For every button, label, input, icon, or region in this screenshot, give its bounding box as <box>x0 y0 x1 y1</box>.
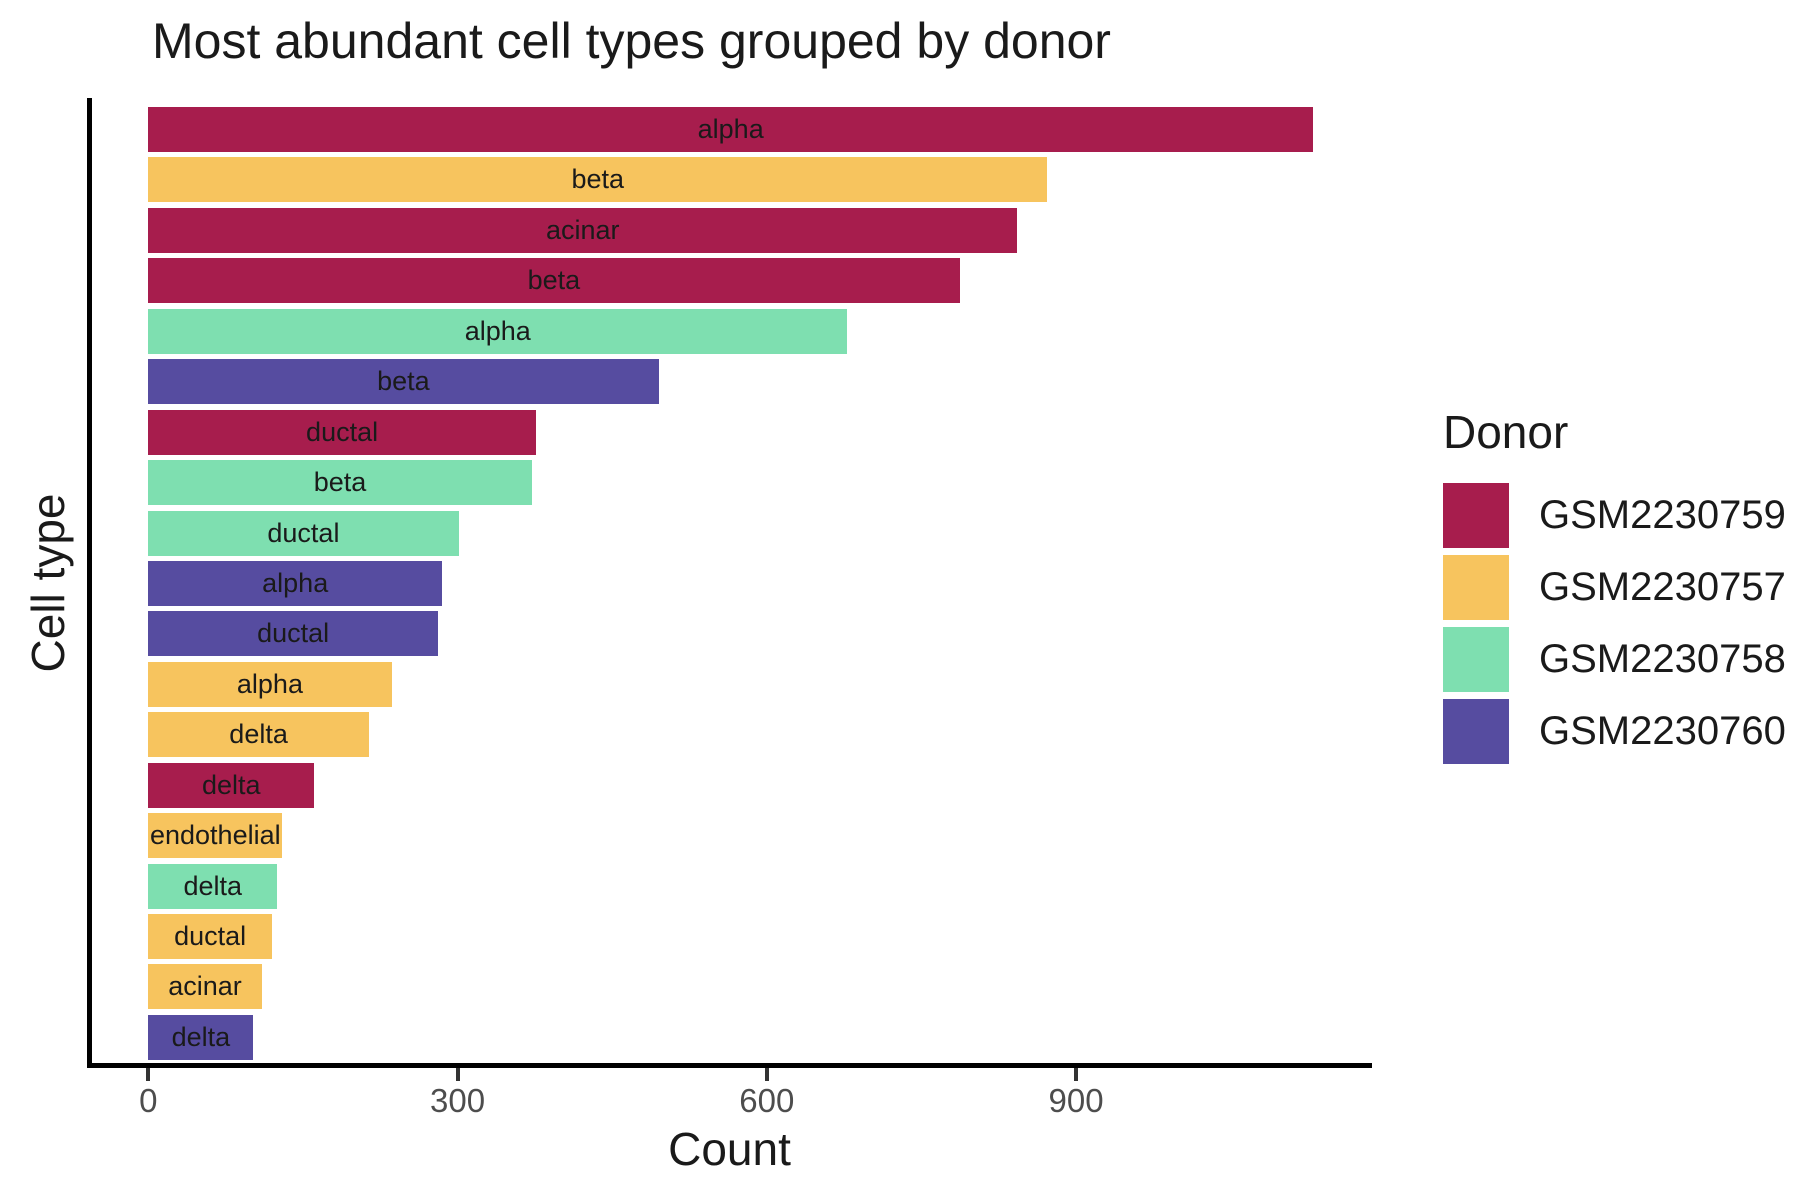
bar: alpha <box>148 107 1314 152</box>
legend-entry: GSM2230758 <box>1443 627 1786 692</box>
bar-label: endothelial <box>149 820 281 851</box>
bar-label: ductal <box>257 618 330 649</box>
x-axis-title: Count <box>668 1123 791 1175</box>
legend-entry: GSM2230760 <box>1443 699 1786 764</box>
legend-entry: GSM2230759 <box>1443 483 1786 548</box>
x-axis-tick <box>1074 1068 1079 1081</box>
bar-label: alpha <box>262 567 329 598</box>
y-axis-title: Cell type <box>22 493 74 673</box>
bar: endothelial <box>148 813 283 859</box>
bar-label: beta <box>571 164 624 195</box>
bar-label: delta <box>183 870 242 901</box>
x-axis-tick-label: 900 <box>1048 1082 1104 1119</box>
legend-swatch <box>1443 699 1509 764</box>
legend-swatch <box>1443 555 1509 620</box>
bar-label: ductal <box>174 921 247 952</box>
bar: delta <box>148 762 315 808</box>
bar: acinar <box>148 207 1018 253</box>
bar: alpha <box>148 560 443 606</box>
legend: Donor GSM2230759 GSM2230757 GSM2230758 GSM2… <box>1443 405 1786 764</box>
bar: ductal <box>148 409 536 455</box>
legend-entry-label: GSM2230757 <box>1539 565 1786 609</box>
x-axis-tick-label: 0 <box>139 1082 158 1119</box>
x-axis-tick-label: 300 <box>430 1082 486 1119</box>
bar: ductal <box>148 510 459 556</box>
bar: beta <box>148 460 532 506</box>
legend-entry: GSM2230757 <box>1443 555 1786 620</box>
legend-swatch <box>1443 627 1509 692</box>
legend-entry-label: GSM2230760 <box>1539 709 1786 753</box>
y-axis-line <box>87 98 92 1068</box>
legend-swatch <box>1443 483 1509 548</box>
bar: beta <box>148 157 1048 203</box>
bar: delta <box>148 712 369 758</box>
bar: alpha <box>148 308 848 354</box>
bar: acinar <box>148 964 262 1010</box>
bar: delta <box>148 1014 254 1060</box>
bar: ductal <box>148 611 438 657</box>
bar-label: ductal <box>267 517 340 548</box>
bar-label: delta <box>171 1021 231 1052</box>
bar: beta <box>148 258 960 304</box>
bar-label: delta <box>229 719 288 750</box>
legend-entries: GSM2230759 GSM2230757 GSM2230758 GSM2230760 <box>1443 483 1786 764</box>
bar-label: acinar <box>168 971 242 1002</box>
bar-label: acinar <box>546 214 620 245</box>
bar-label: alpha <box>697 114 764 144</box>
bar-label: beta <box>313 467 367 498</box>
bar-label: beta <box>527 265 581 296</box>
x-axis-tick-label: 600 <box>739 1082 795 1119</box>
bar: alpha <box>148 661 392 707</box>
legend-title: Donor <box>1443 406 1569 458</box>
bar-label: beta <box>377 366 430 397</box>
bar-label: alpha <box>236 668 303 699</box>
legend-entry-label: GSM2230759 <box>1539 493 1786 537</box>
bar: delta <box>148 863 278 909</box>
bar-label: ductal <box>306 416 379 447</box>
x-axis-tick <box>455 1068 460 1081</box>
x-axis-line <box>87 1063 1372 1068</box>
x-axis-tick <box>146 1068 151 1081</box>
x-axis-tick <box>764 1068 769 1081</box>
bar: beta <box>148 359 659 405</box>
chart-title: Most abundant cell types grouped by dono… <box>152 13 1111 69</box>
bar-label: delta <box>201 769 261 800</box>
bar-label: alpha <box>464 315 531 346</box>
legend-entry-label: GSM2230758 <box>1539 637 1786 681</box>
bar: ductal <box>148 914 272 960</box>
